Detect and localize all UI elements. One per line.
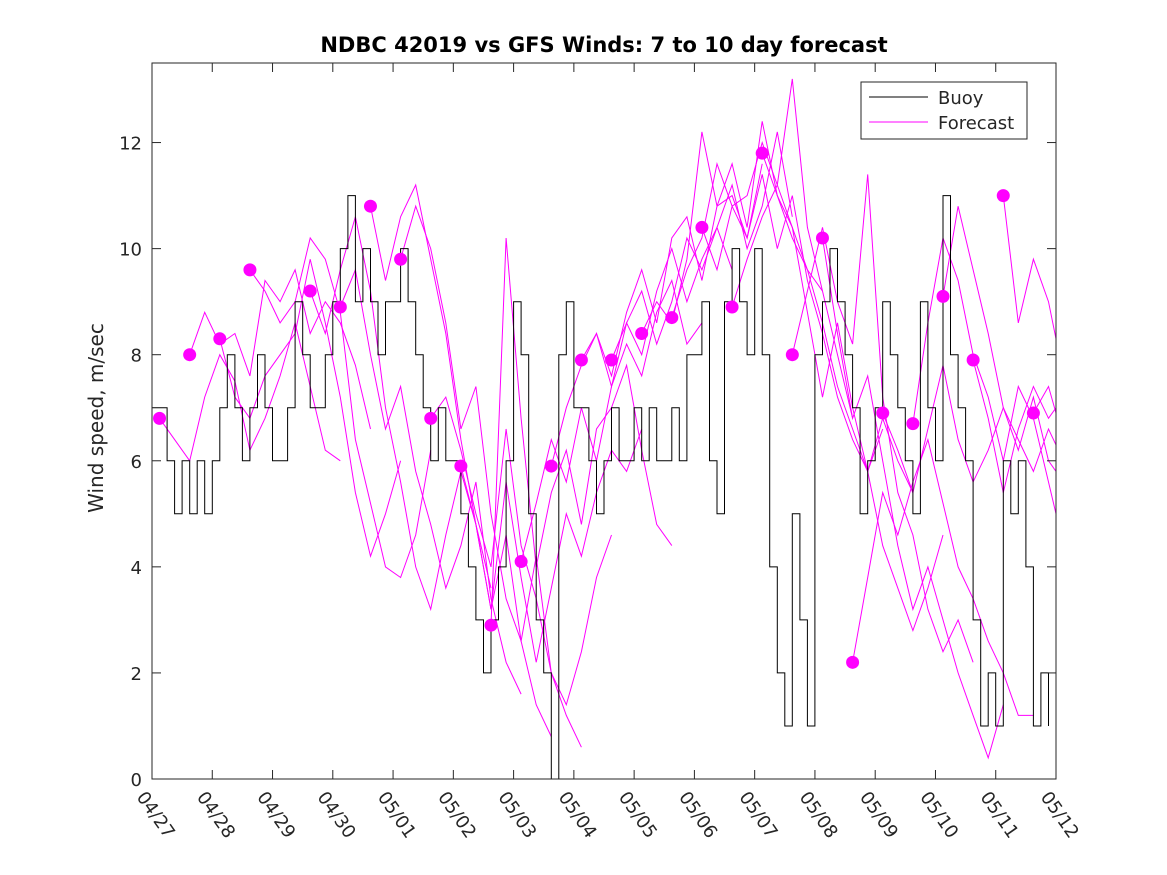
forecast-start-marker xyxy=(665,311,679,325)
forecast-start-marker xyxy=(394,252,408,266)
y-tick-label: 6 xyxy=(131,452,142,473)
forecast-series-line xyxy=(671,78,854,419)
forecast-start-marker xyxy=(906,417,920,431)
forecast-start-marker xyxy=(815,231,829,245)
forecast-start-marker xyxy=(605,353,619,367)
forecast-series-line xyxy=(972,359,1056,493)
forecast-series-line xyxy=(1002,195,1056,342)
forecast-series-line xyxy=(942,206,1056,473)
legend-box xyxy=(860,81,1028,140)
forecast-start-marker xyxy=(1026,406,1040,420)
forecast-series-line xyxy=(1032,385,1056,415)
forecast-start-marker xyxy=(695,220,709,234)
forecast-start-marker xyxy=(966,353,980,367)
forecast-start-marker xyxy=(876,406,890,420)
forecast-start-marker xyxy=(484,618,498,632)
y-tick-label: 4 xyxy=(131,558,142,579)
legend-buoy-label: Buoy xyxy=(938,88,984,109)
buoy-series-line xyxy=(152,195,1049,779)
forecast-start-marker xyxy=(183,348,197,362)
forecast-start-marker xyxy=(755,146,769,160)
plot-area-frame xyxy=(151,62,1057,780)
buoy-series-group xyxy=(152,195,1049,779)
forecast-start-marker xyxy=(544,459,558,473)
y-tick-label: 10 xyxy=(119,240,142,261)
forecast-start-marker xyxy=(635,326,649,340)
forecast-start-marker xyxy=(936,289,950,303)
y-tick-label: 0 xyxy=(131,770,142,791)
forecast-series-line xyxy=(611,131,793,361)
forecast-start-markers xyxy=(153,146,1040,669)
forecast-start-marker xyxy=(303,284,317,298)
y-tick-label: 12 xyxy=(119,134,142,155)
forecast-start-marker xyxy=(333,300,347,314)
forecast-start-marker xyxy=(846,655,860,669)
forecast-start-marker xyxy=(574,353,588,367)
forecast-start-marker xyxy=(424,411,438,425)
forecast-start-marker xyxy=(454,459,468,473)
forecast-start-marker xyxy=(725,300,739,314)
y-axis: 0 2 4 6 8 10 12 xyxy=(119,134,1056,791)
forecast-series-line xyxy=(430,395,612,707)
forecast-series-line xyxy=(701,174,884,473)
forecast-series-line xyxy=(339,268,522,695)
forecast-start-marker xyxy=(785,348,799,362)
forecast-start-marker xyxy=(996,189,1010,203)
chart-title: NDBC 42019 vs GFS Winds: 7 to 10 day for… xyxy=(320,33,887,57)
forecast-series-line xyxy=(912,236,1056,516)
forecast-series-line xyxy=(822,237,1004,760)
forecast-start-marker xyxy=(213,332,227,346)
y-tick-label: 2 xyxy=(131,664,142,685)
legend-forecast-label: Forecast xyxy=(938,113,1014,134)
forecast-series-line xyxy=(580,163,763,378)
forecast-start-marker xyxy=(243,263,257,277)
y-tick-label: 8 xyxy=(131,346,142,367)
forecast-start-marker xyxy=(153,411,167,425)
y-axis-label: Wind speed, m/sec xyxy=(84,323,108,513)
forecast-start-marker xyxy=(363,199,377,213)
legend: Buoy Forecast xyxy=(860,81,1028,140)
forecast-start-marker xyxy=(514,555,528,569)
